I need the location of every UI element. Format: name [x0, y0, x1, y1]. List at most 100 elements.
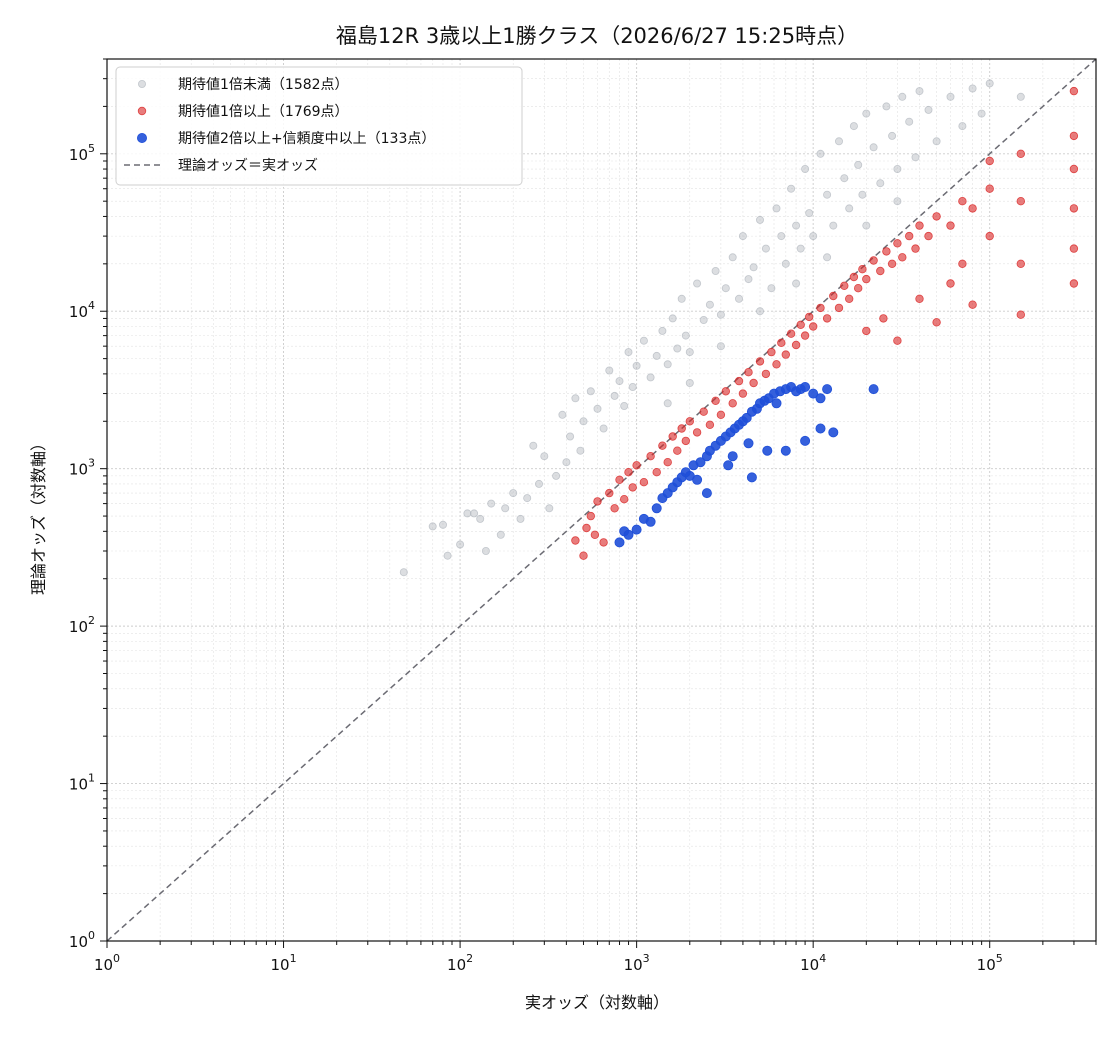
data-point — [840, 174, 849, 183]
data-point — [738, 389, 748, 398]
data-point — [985, 184, 994, 193]
data-point — [593, 404, 602, 413]
data-point — [693, 279, 702, 288]
data-point — [470, 509, 479, 518]
data-point — [590, 530, 600, 539]
legend-label: 期待値1倍以上（1769点） — [178, 104, 349, 120]
data-point — [685, 348, 694, 357]
x-tick-label: 100 — [94, 952, 120, 974]
data-point — [579, 551, 588, 560]
data-point — [823, 253, 832, 262]
legend-label: 期待値1倍未満（1582点） — [178, 77, 349, 93]
data-point — [728, 399, 737, 408]
data-point — [862, 221, 871, 230]
data-point — [516, 514, 525, 523]
y-tick-label: 100 — [69, 929, 95, 951]
x-axis-label: 実オッズ（対数軸） — [525, 993, 669, 1012]
data-point — [593, 497, 602, 506]
data-point — [815, 423, 826, 434]
data-point — [849, 272, 859, 282]
data-point — [985, 231, 994, 241]
data-point — [932, 212, 941, 221]
data-point — [566, 432, 575, 441]
data-point — [673, 446, 682, 455]
data-point — [915, 87, 924, 96]
data-point — [668, 314, 677, 323]
data-point — [882, 102, 891, 111]
data-point — [716, 410, 726, 419]
data-point — [869, 256, 878, 265]
data-point — [1016, 92, 1025, 101]
data-point — [887, 259, 897, 268]
data-point — [932, 137, 941, 146]
data-point — [552, 471, 561, 480]
data-point — [428, 522, 437, 531]
data-point — [681, 331, 690, 340]
data-point — [663, 360, 672, 369]
data-point — [968, 300, 977, 309]
data-point — [845, 294, 854, 303]
data-point — [958, 259, 967, 268]
data-point — [1016, 149, 1025, 158]
data-point — [677, 294, 686, 303]
data-point — [854, 284, 863, 293]
data-point — [529, 441, 538, 450]
data-point — [744, 275, 753, 284]
data-point — [668, 432, 677, 441]
data-point — [1016, 259, 1025, 268]
data-point — [898, 253, 907, 262]
data-point — [862, 274, 871, 284]
data-point — [868, 384, 879, 395]
data-point — [968, 84, 977, 93]
data-point — [646, 373, 655, 382]
data-point — [781, 259, 790, 268]
data-point — [854, 160, 863, 169]
data-point — [924, 231, 933, 241]
data-point — [762, 445, 773, 456]
data-point — [743, 438, 754, 449]
data-point — [822, 384, 833, 395]
data-point — [858, 265, 867, 274]
data-point — [624, 468, 633, 477]
data-point — [834, 303, 844, 313]
data-point — [456, 540, 465, 549]
data-point — [1016, 310, 1025, 319]
data-point — [586, 387, 595, 396]
data-point — [915, 294, 924, 303]
data-point — [443, 551, 452, 560]
data-point — [685, 378, 694, 387]
data-point — [651, 503, 662, 514]
data-point — [620, 401, 629, 410]
series-group — [399, 79, 1025, 577]
data-point — [780, 445, 791, 456]
data-point — [1069, 204, 1079, 213]
data-point — [761, 244, 770, 253]
data-point — [721, 284, 730, 293]
data-point — [399, 568, 408, 577]
data-point — [599, 424, 608, 433]
data-point — [677, 424, 686, 433]
y-tick-label: 102 — [69, 614, 95, 636]
grid — [106, 58, 1097, 942]
data-point — [620, 495, 629, 504]
data-point — [915, 221, 924, 230]
data-point — [481, 547, 490, 556]
data-point — [623, 529, 634, 540]
data-point — [882, 247, 891, 256]
data-point — [509, 489, 518, 498]
data-point — [958, 122, 967, 131]
x-tick-label: 103 — [624, 952, 650, 974]
data-point — [632, 461, 641, 470]
data-point — [755, 357, 765, 366]
data-point — [905, 117, 914, 126]
data-point — [946, 92, 955, 101]
data-point — [777, 232, 786, 241]
data-point — [893, 197, 902, 206]
data-point — [496, 530, 505, 539]
data-point — [771, 398, 782, 409]
data-point — [858, 190, 867, 199]
data-point — [985, 156, 994, 166]
data-point — [800, 435, 811, 446]
data-point — [809, 232, 818, 241]
data-point — [1069, 164, 1079, 174]
